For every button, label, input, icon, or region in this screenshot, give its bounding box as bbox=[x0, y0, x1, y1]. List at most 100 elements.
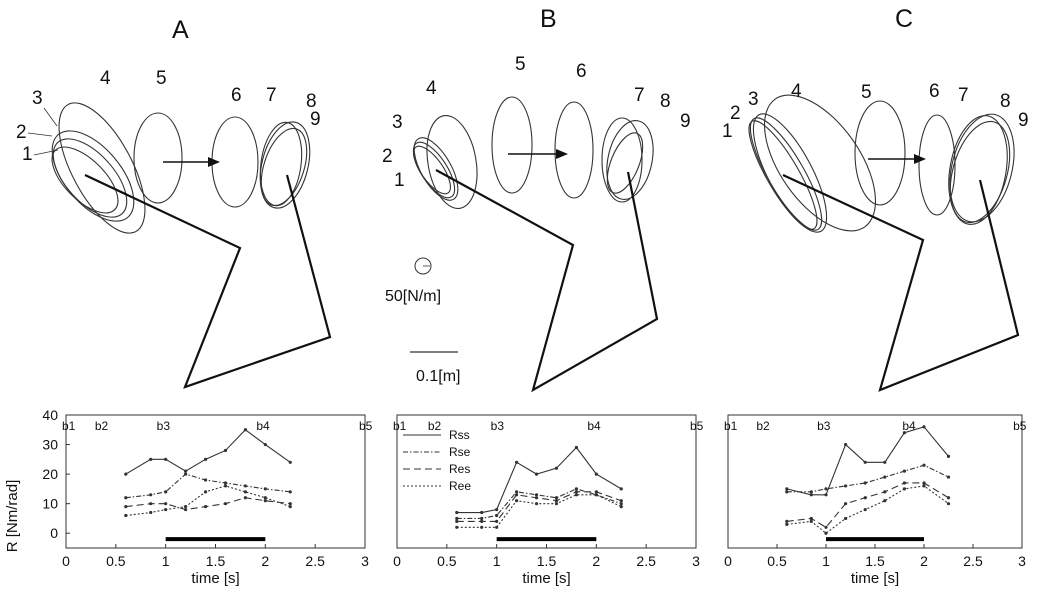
chart-frame bbox=[396, 414, 697, 549]
data-point-ree bbox=[203, 490, 208, 494]
x-tick-label: 2.5 bbox=[963, 553, 983, 569]
data-point-ree bbox=[534, 502, 539, 506]
ellipse-label-7: 7 bbox=[634, 85, 645, 106]
data-point-ree bbox=[863, 507, 867, 512]
y-tick-label: 10 bbox=[42, 496, 58, 512]
x-tick-label: 1.5 bbox=[206, 553, 226, 569]
panel-c-diagram: C 1 2 3 4 5 6 7 8 9 bbox=[722, 5, 1029, 392]
movement-direction-arrow bbox=[868, 154, 926, 164]
movement-direction-arrow bbox=[163, 157, 220, 167]
panel-a-diagram: A 1 2 3 4 5 6 7 8 9 bbox=[16, 16, 332, 389]
arm-trajectory bbox=[782, 174, 1020, 392]
x-axis-label: time [s] bbox=[522, 570, 570, 587]
data-point-res bbox=[495, 519, 499, 524]
data-point-ree bbox=[946, 502, 951, 506]
phase-label: b3 bbox=[491, 419, 505, 433]
data-point-rss bbox=[480, 510, 484, 515]
ellipse-5 bbox=[854, 100, 906, 206]
data-point-ree bbox=[594, 493, 598, 497]
x-tick-label: 1.5 bbox=[537, 553, 557, 569]
x-tick-label: 0.5 bbox=[767, 553, 787, 569]
ellipse-label-9: 9 bbox=[1018, 110, 1029, 131]
ellipse-label-1: 1 bbox=[22, 144, 33, 165]
legend-label: Ree bbox=[449, 479, 471, 493]
x-tick-label: 2 bbox=[920, 553, 928, 569]
data-point-rse bbox=[844, 484, 848, 488]
data-point-rse bbox=[554, 496, 559, 500]
ellipse-label-6: 6 bbox=[231, 85, 242, 106]
phase-label: b1 bbox=[62, 419, 76, 433]
data-point-rss bbox=[263, 442, 267, 447]
data-point-ree bbox=[243, 490, 247, 494]
x-tick-label: 2 bbox=[592, 553, 600, 569]
phase-label: b5 bbox=[359, 419, 373, 433]
data-point-rse bbox=[124, 496, 128, 500]
data-point-ree bbox=[495, 525, 499, 529]
data-point-rss bbox=[902, 431, 907, 435]
data-point-rse bbox=[495, 513, 499, 518]
data-point-ree bbox=[785, 522, 789, 526]
data-point-rss bbox=[455, 510, 459, 515]
x-axis-label: time [s] bbox=[851, 570, 899, 587]
ellipse-4 bbox=[426, 114, 478, 210]
ellipse-5 bbox=[133, 112, 183, 204]
ellipse-label-4: 4 bbox=[100, 68, 111, 89]
ellipse-8 bbox=[606, 120, 654, 200]
phase-label: b1 bbox=[393, 419, 407, 433]
data-point-rss bbox=[223, 448, 228, 453]
arm-trajectory bbox=[84, 174, 332, 389]
data-point-rss bbox=[288, 460, 292, 464]
data-point-res bbox=[785, 519, 789, 524]
length-scale: 0.1[m] bbox=[410, 351, 460, 385]
y-tick-label: 20 bbox=[42, 466, 58, 482]
data-point-rss bbox=[149, 457, 153, 461]
data-point-res bbox=[149, 502, 153, 506]
data-point-rse bbox=[946, 475, 951, 479]
data-point-res bbox=[883, 490, 887, 494]
x-tick-label: 0 bbox=[724, 553, 732, 569]
ellipse-9 bbox=[949, 120, 1011, 224]
ellipse-3 bbox=[752, 113, 828, 233]
data-point-ree bbox=[619, 505, 623, 509]
ellipse-label-6: 6 bbox=[576, 61, 587, 82]
data-point-rss bbox=[124, 472, 128, 476]
data-point-rse bbox=[883, 475, 887, 479]
ellipse-label-7: 7 bbox=[958, 85, 969, 106]
ellipse-7 bbox=[948, 115, 1008, 225]
data-point-res bbox=[594, 490, 598, 494]
phase-label: b3 bbox=[817, 419, 831, 433]
ellipse-label-1: 1 bbox=[394, 170, 405, 191]
x-tick-label: 0 bbox=[393, 553, 401, 569]
ellipse-label-8: 8 bbox=[306, 91, 317, 112]
phase-label: b3 bbox=[157, 419, 171, 433]
data-point-ree bbox=[263, 496, 267, 500]
data-point-res bbox=[288, 502, 292, 506]
data-point-ree bbox=[288, 505, 292, 509]
data-point-res bbox=[863, 496, 867, 500]
data-point-res bbox=[619, 499, 623, 503]
data-point-rse bbox=[223, 481, 228, 485]
data-point-res bbox=[203, 505, 208, 509]
chart-b: 0 0.5 1 1.5 2 2.5 3 time [s] b1 b2 b3 b4 b5 Rss Rse Res… bbox=[393, 414, 704, 587]
data-point-ree bbox=[574, 493, 579, 497]
ellipse-6 bbox=[918, 114, 956, 216]
data-point-rss bbox=[883, 460, 887, 464]
x-tick-label: 3 bbox=[692, 553, 700, 569]
ellipse-label-3: 3 bbox=[748, 89, 759, 110]
phase-label: b4 bbox=[587, 419, 601, 433]
x-tick-label: 1.5 bbox=[865, 553, 885, 569]
x-tick-label: 3 bbox=[361, 553, 369, 569]
ellipse-label-5: 5 bbox=[156, 68, 167, 89]
data-point-res bbox=[946, 496, 951, 500]
stiffness-scale-label: 50[N/m] bbox=[385, 288, 441, 305]
data-point-rse bbox=[480, 516, 484, 521]
ellipse-4 bbox=[58, 102, 146, 234]
x-tick-label: 0 bbox=[62, 553, 70, 569]
x-tick-label: 1 bbox=[822, 553, 830, 569]
ellipse-label-8: 8 bbox=[660, 91, 671, 112]
data-point-res bbox=[574, 490, 579, 494]
panel-c-letter: C bbox=[895, 5, 913, 33]
data-point-ree bbox=[902, 487, 907, 491]
